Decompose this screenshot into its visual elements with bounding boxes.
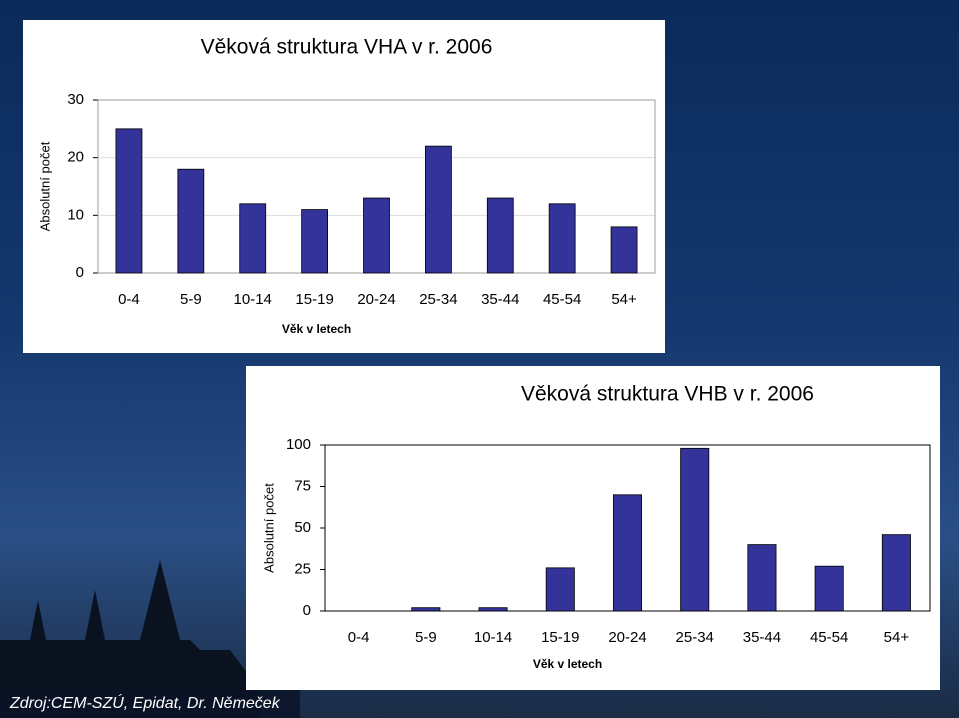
y-tick-label: 0 bbox=[303, 602, 311, 619]
x-tick-label: 45-54 bbox=[543, 291, 581, 308]
y-tick-label: 0 bbox=[76, 264, 84, 281]
bar bbox=[411, 607, 441, 612]
chart-panel bbox=[246, 366, 940, 690]
bar bbox=[881, 534, 911, 612]
x-axis-label: Věk v letech bbox=[282, 322, 351, 336]
x-tick-label: 25-34 bbox=[676, 629, 714, 646]
x-tick-label: 15-19 bbox=[541, 629, 579, 646]
bar bbox=[548, 203, 576, 274]
bar bbox=[424, 145, 452, 274]
bar bbox=[612, 494, 643, 612]
y-tick-label: 75 bbox=[294, 477, 311, 494]
x-tick-label: 5-9 bbox=[180, 291, 202, 308]
x-tick-label: 54+ bbox=[884, 629, 910, 646]
chart-title: Věková struktura VHA v r. 2006 bbox=[201, 36, 493, 59]
source-note: Zdroj:CEM-SZÚ, Epidat, Dr. Němeček bbox=[0, 690, 300, 718]
bar bbox=[610, 226, 638, 274]
bar bbox=[239, 203, 267, 274]
bar bbox=[301, 209, 329, 274]
x-axis-label: Věk v letech bbox=[533, 657, 602, 671]
bar bbox=[747, 544, 777, 612]
x-tick-label: 0-4 bbox=[118, 291, 140, 308]
y-axis-label: Absolutní počet bbox=[261, 483, 276, 573]
x-tick-label: 35-44 bbox=[743, 629, 781, 646]
skyline bbox=[0, 560, 260, 718]
x-tick-label: 45-54 bbox=[810, 629, 848, 646]
y-tick-label: 10 bbox=[67, 206, 84, 223]
chart-title: Věková struktura VHB v r. 2006 bbox=[521, 383, 814, 406]
bar bbox=[177, 168, 205, 274]
x-tick-label: 15-19 bbox=[295, 291, 333, 308]
x-tick-label: 54+ bbox=[611, 291, 637, 308]
x-tick-label: 25-34 bbox=[419, 291, 457, 308]
bar bbox=[486, 197, 514, 274]
y-tick-label: 25 bbox=[294, 560, 311, 577]
x-tick-label: 10-14 bbox=[234, 291, 272, 308]
bar bbox=[814, 565, 844, 612]
y-tick-label: 20 bbox=[67, 149, 84, 166]
x-tick-label: 20-24 bbox=[608, 629, 646, 646]
bar bbox=[115, 128, 143, 274]
bar bbox=[545, 567, 575, 612]
bar bbox=[363, 197, 390, 274]
x-tick-label: 5-9 bbox=[415, 629, 437, 646]
bar bbox=[680, 447, 710, 612]
y-tick-label: 100 bbox=[286, 436, 311, 453]
x-tick-label: 20-24 bbox=[357, 291, 395, 308]
x-tick-label: 0-4 bbox=[348, 629, 370, 646]
y-tick-label: 30 bbox=[67, 91, 84, 108]
bar bbox=[478, 607, 508, 612]
y-tick-label: 50 bbox=[294, 519, 311, 536]
x-tick-label: 35-44 bbox=[481, 291, 519, 308]
y-axis-label: Absolutní počet bbox=[37, 141, 52, 231]
x-tick-label: 10-14 bbox=[474, 629, 512, 646]
